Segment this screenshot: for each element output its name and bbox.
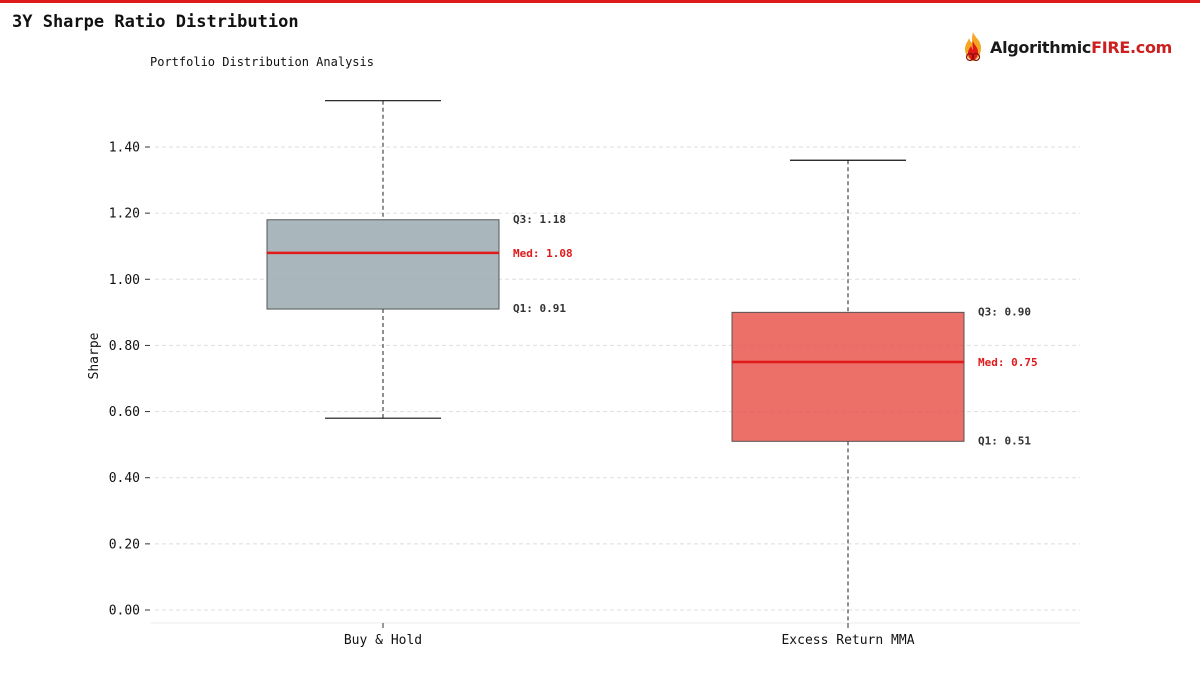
y-tick-label: 1.00 (109, 273, 140, 288)
top-accent-bar (0, 0, 1200, 3)
logo-text: AlgorithmicFIRE.com (990, 38, 1172, 57)
q1-annotation: Q1: 0.51 (978, 434, 1031, 447)
x-category-label: Buy & Hold (344, 633, 422, 648)
brand-logo: AlgorithmicFIRE.com (960, 30, 1172, 64)
boxes: Buy & Hold Q3: 1.18 Med: 1.08 Q1: 0.91 Exces… (266, 100, 1038, 648)
median-annotation: Med: 1.08 (513, 247, 573, 260)
y-axis: 0.00 0.20 0.40 0.60 0.80 1.00 1.20 1.40 (109, 141, 1080, 624)
y-axis-label: Sharpe (87, 332, 102, 379)
y-tick-label: 0.80 (109, 339, 140, 354)
box-group: Excess Return MMA Q3: 0.90 Med: 0.75 Q1: 0.… (731, 159, 1038, 648)
box-group: Buy & Hold Q3: 1.18 Med: 1.08 Q1: 0.91 (266, 100, 573, 648)
logo-text-part1: Algorithmic (990, 37, 1092, 57)
y-tick-label: 0.20 (109, 537, 140, 552)
logo-text-part2: FIRE.com (1091, 37, 1173, 57)
x-category-label: Excess Return MMA (781, 633, 914, 648)
page-title: 3Y Sharpe Ratio Distribution (12, 12, 299, 32)
median-annotation: Med: 0.75 (978, 356, 1038, 369)
q3-annotation: Q3: 1.18 (513, 213, 566, 226)
box-iqr (731, 311, 965, 442)
q1-annotation: Q1: 0.91 (513, 302, 566, 315)
y-tick-label: 1.20 (109, 207, 140, 222)
flame-logo-icon (965, 32, 981, 62)
box-iqr (266, 219, 500, 310)
chart-subtitle: Portfolio Distribution Analysis (150, 55, 374, 69)
y-tick-label: 0.60 (109, 405, 140, 420)
q3-annotation: Q3: 0.90 (978, 305, 1031, 318)
y-tick-label: 1.40 (109, 141, 140, 156)
y-tick-label: 0.40 (109, 471, 140, 486)
y-tick-label: 0.00 (109, 604, 140, 619)
